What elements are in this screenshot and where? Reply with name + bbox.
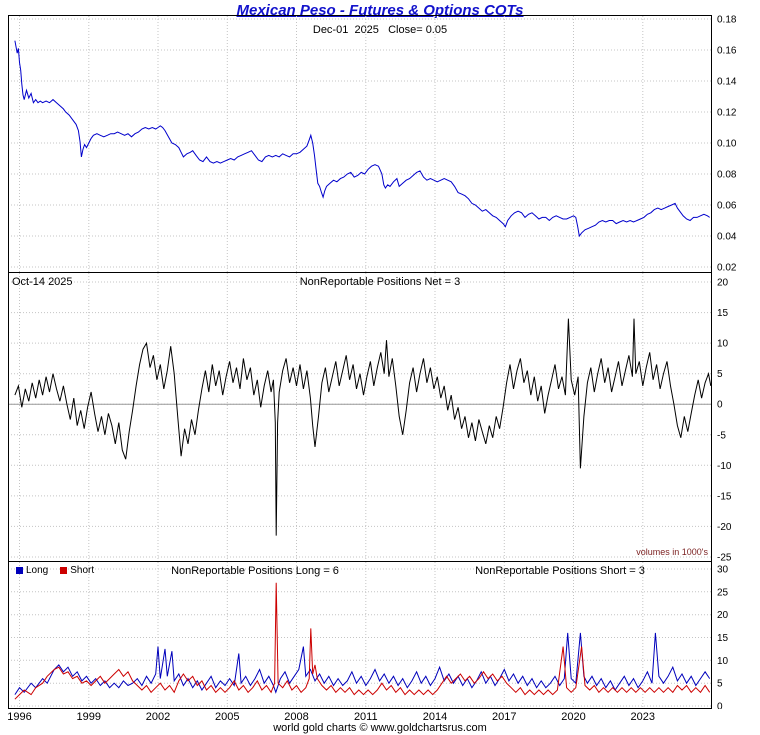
y-tick-label: 30 <box>717 565 729 576</box>
x-tick-label: 2008 <box>284 711 309 723</box>
long-line <box>14 632 711 695</box>
y-tick-label: 5 <box>717 369 723 380</box>
short-panel-title: NonReportable Positions Short = 3 <box>475 565 645 577</box>
price-chart-panel: 0.18 0.16 0.14 0.12 0.10 0.08 0.06 0.04 0.02 <box>8 15 737 274</box>
x-tick-label: 2023 <box>630 711 655 723</box>
legend: Long Short <box>16 565 94 576</box>
y-tick-label: -25 <box>717 553 732 563</box>
net-date-label: Oct-14 2025 <box>12 276 73 288</box>
y-tick-label: 0.04 <box>717 232 737 243</box>
short-legend-label: Short <box>70 565 95 576</box>
y-tick-label: 10 <box>717 339 729 350</box>
panel-border <box>8 272 712 562</box>
footer-credit: world gold charts © www.goldchartsrus.co… <box>273 722 487 734</box>
price-line <box>14 40 710 238</box>
long-legend-label: Long <box>26 565 49 576</box>
gridlines <box>8 16 712 272</box>
x-tick-label: 2017 <box>492 711 517 723</box>
x-tick-label: 2005 <box>215 711 240 723</box>
page-title: Mexican Peso - Futures & Options COTs <box>236 2 524 19</box>
y-tick-label: 25 <box>717 587 729 598</box>
y-tick-label: 0.02 <box>717 263 737 274</box>
x-tick-label: 2014 <box>422 711 448 723</box>
panel-border <box>8 561 712 709</box>
y-tick-label: 20 <box>717 278 729 289</box>
gridlines <box>8 562 712 708</box>
y-tick-label: 0.06 <box>717 201 737 212</box>
long-panel-title: NonReportable Positions Long = 6 <box>171 565 339 577</box>
y-tick-label: 5 <box>717 679 723 690</box>
y-tick-label: 15 <box>717 633 729 644</box>
gridlines <box>8 273 712 561</box>
y-tick-label: -10 <box>717 461 732 472</box>
net-panel-title: NonReportable Positions Net = 3 <box>299 276 461 288</box>
x-tick-label: 1999 <box>76 711 102 723</box>
long-short-chart-panel: 30 25 20 15 10 5 0 <box>8 561 729 710</box>
y-tick-label: 20 <box>717 610 729 621</box>
net-positions-chart-panel: 20 15 10 5 0 -5 -10 -15 -20 -25 <box>8 272 732 563</box>
y-tick-label: 0.16 <box>717 46 737 57</box>
y-tick-label: 0.14 <box>717 77 737 88</box>
y-tick-label: -20 <box>717 522 732 533</box>
y-tick-label: 0.10 <box>717 139 737 150</box>
price-date-close-label: Dec-01 2025 Close= 0.05 <box>312 24 448 36</box>
y-tick-label: -5 <box>717 430 726 441</box>
y-tick-label: 0 <box>717 400 723 411</box>
volumes-note: volumes in 1000's <box>636 547 708 557</box>
y-tick-label: 0.12 <box>717 108 737 119</box>
short-line <box>14 582 711 700</box>
y-tick-label: 0 <box>717 702 723 710</box>
x-tick-label: 1996 <box>7 711 32 723</box>
y-tick-label: -15 <box>717 491 732 502</box>
short-legend-swatch <box>60 567 68 574</box>
x-axis-labels: 1996 1999 2002 2005 2008 2011 2014 2017 2020 2023 <box>0 711 760 724</box>
x-tick-label: 2020 <box>561 711 586 723</box>
net-line <box>14 318 712 536</box>
y-tick-label: 15 <box>717 308 729 319</box>
y-tick-label: 0.08 <box>717 170 737 181</box>
panel-border <box>8 15 712 273</box>
y-tick-label: 0.18 <box>717 15 737 26</box>
long-legend-swatch <box>16 567 23 574</box>
x-tick-label: 2002 <box>145 711 171 723</box>
y-tick-label: 10 <box>717 656 729 667</box>
x-tick-label: 2011 <box>353 711 378 723</box>
